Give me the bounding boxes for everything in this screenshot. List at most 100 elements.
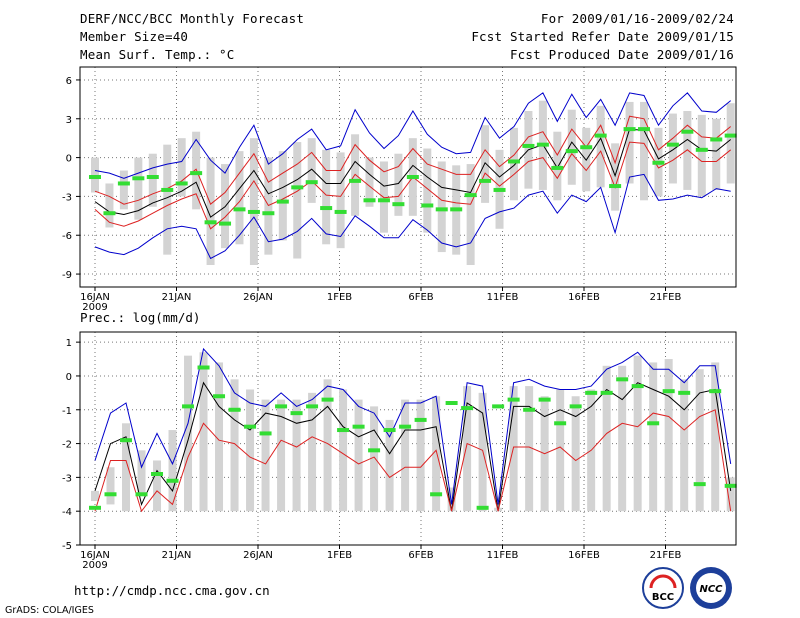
temp-median-marker xyxy=(103,211,116,216)
prec-median-marker xyxy=(151,472,164,476)
prec-y-tick-label: 1 xyxy=(66,338,72,349)
prec-median-marker xyxy=(182,404,195,409)
temp-median-marker xyxy=(666,142,679,147)
temp-box xyxy=(206,157,215,265)
prec-box xyxy=(633,355,642,512)
temp-median-marker xyxy=(377,198,390,203)
prec-box xyxy=(695,369,704,512)
prec-box xyxy=(463,386,472,512)
bcc-logo-icon xyxy=(642,567,684,609)
temp-box xyxy=(105,183,114,228)
temp-box xyxy=(712,118,721,190)
grads-credit: GrADS: COLA/IGES xyxy=(5,605,94,616)
precip-panel-title: Prec.: log(mm/d) xyxy=(80,310,200,325)
temp-x-tick-label: 26JAN xyxy=(243,292,273,303)
temp-median-marker xyxy=(305,180,318,185)
temp-x-tick-label: 16JAN xyxy=(80,292,110,303)
temp-box xyxy=(596,105,605,188)
prec-median-marker xyxy=(89,505,101,510)
temp-median-marker xyxy=(695,147,708,152)
prec-box xyxy=(726,477,735,512)
prec-box xyxy=(680,379,689,512)
temp-box xyxy=(336,152,345,249)
prec-box xyxy=(649,362,658,512)
temp-median-marker xyxy=(493,187,506,192)
temp-y-tick-label: -3 xyxy=(62,192,72,203)
prec-median-marker xyxy=(616,377,629,382)
temp-median-marker xyxy=(204,220,217,225)
prec-median-marker xyxy=(306,404,319,409)
temp-box xyxy=(148,153,157,207)
prec-box xyxy=(91,490,99,502)
prec-y-tick-label: -4 xyxy=(62,507,72,518)
prec-box xyxy=(137,450,146,495)
prec-median-marker xyxy=(399,424,412,429)
temp-y-tick-label: 6 xyxy=(66,76,72,87)
temp-median-marker xyxy=(219,221,232,226)
temp-box xyxy=(726,103,735,184)
temp-median-marker xyxy=(247,209,260,214)
temp-upper-line xyxy=(94,92,732,179)
prec-median-marker xyxy=(600,390,613,395)
prec-median-marker xyxy=(228,407,241,412)
prec-box xyxy=(215,362,224,512)
prec-x-tick-label: 2009 xyxy=(82,560,107,571)
temp-median-marker xyxy=(681,129,694,134)
temp-lower-line xyxy=(94,173,731,260)
prec-box xyxy=(323,379,332,512)
chart-title: DERF/NCC/BCC Monthly Forecast xyxy=(80,11,305,26)
prec-box xyxy=(199,352,208,512)
prec-y-tick-label: -3 xyxy=(62,473,72,484)
temp-median-marker xyxy=(551,165,564,170)
prec-median-marker xyxy=(383,428,396,433)
prec-x-tick-label: 1FEB xyxy=(327,550,352,561)
temp-median-marker xyxy=(392,202,405,207)
prec-median-marker xyxy=(368,448,381,453)
temp-box xyxy=(264,157,273,255)
temp-box xyxy=(119,170,128,210)
temp-box xyxy=(668,113,677,184)
prec-x-tick-label: 16FEB xyxy=(568,550,600,561)
temp-median-marker xyxy=(435,207,448,212)
temp-median-marker xyxy=(421,203,434,208)
temp-median-marker xyxy=(507,159,520,164)
temp-median-marker xyxy=(132,176,145,181)
temp-box xyxy=(134,157,143,220)
temp-box xyxy=(307,138,316,203)
temp-x-tick-label: 11FEB xyxy=(487,292,519,303)
prec-median-marker xyxy=(554,421,567,426)
ncc-logo-text: NCC xyxy=(699,584,723,595)
prec-x-tick-label: 11FEB xyxy=(487,550,519,561)
prec-lower-line xyxy=(94,409,732,513)
prec-box xyxy=(339,389,348,512)
footer-logos: BCC NCC xyxy=(642,567,732,609)
temp-box xyxy=(235,151,244,245)
temp-mean-line xyxy=(94,128,732,218)
prec-box xyxy=(261,399,270,512)
prec-median-marker xyxy=(678,390,691,395)
temp-box xyxy=(683,111,692,190)
prec-median-marker xyxy=(104,492,117,497)
prec-median-marker xyxy=(337,428,350,433)
prec-median-marker xyxy=(724,483,737,488)
temp-x-tick-label: 16FEB xyxy=(568,292,600,303)
temp-box xyxy=(249,138,258,265)
prec-box xyxy=(447,487,456,512)
bcc-logo-arc xyxy=(649,574,677,589)
prec-y-tick-label: -1 xyxy=(62,406,72,417)
forecast-produced-date: Fcst Produced Date 2009/01/16 xyxy=(509,47,734,62)
temp-median-marker xyxy=(565,149,578,154)
source-url[interactable]: http://cmdp.ncc.cma.gov.cn xyxy=(74,583,270,598)
prec-box xyxy=(277,399,286,512)
temp-median-marker xyxy=(522,143,535,148)
prec-box xyxy=(602,365,611,512)
temp-median-marker xyxy=(146,175,159,179)
temp-box xyxy=(567,109,576,185)
temp-box xyxy=(697,114,706,197)
prec-median-marker xyxy=(166,478,179,483)
temp-box xyxy=(481,125,490,203)
temp-x-tick-label: 6FEB xyxy=(408,292,433,303)
prec-median-marker xyxy=(709,389,722,394)
